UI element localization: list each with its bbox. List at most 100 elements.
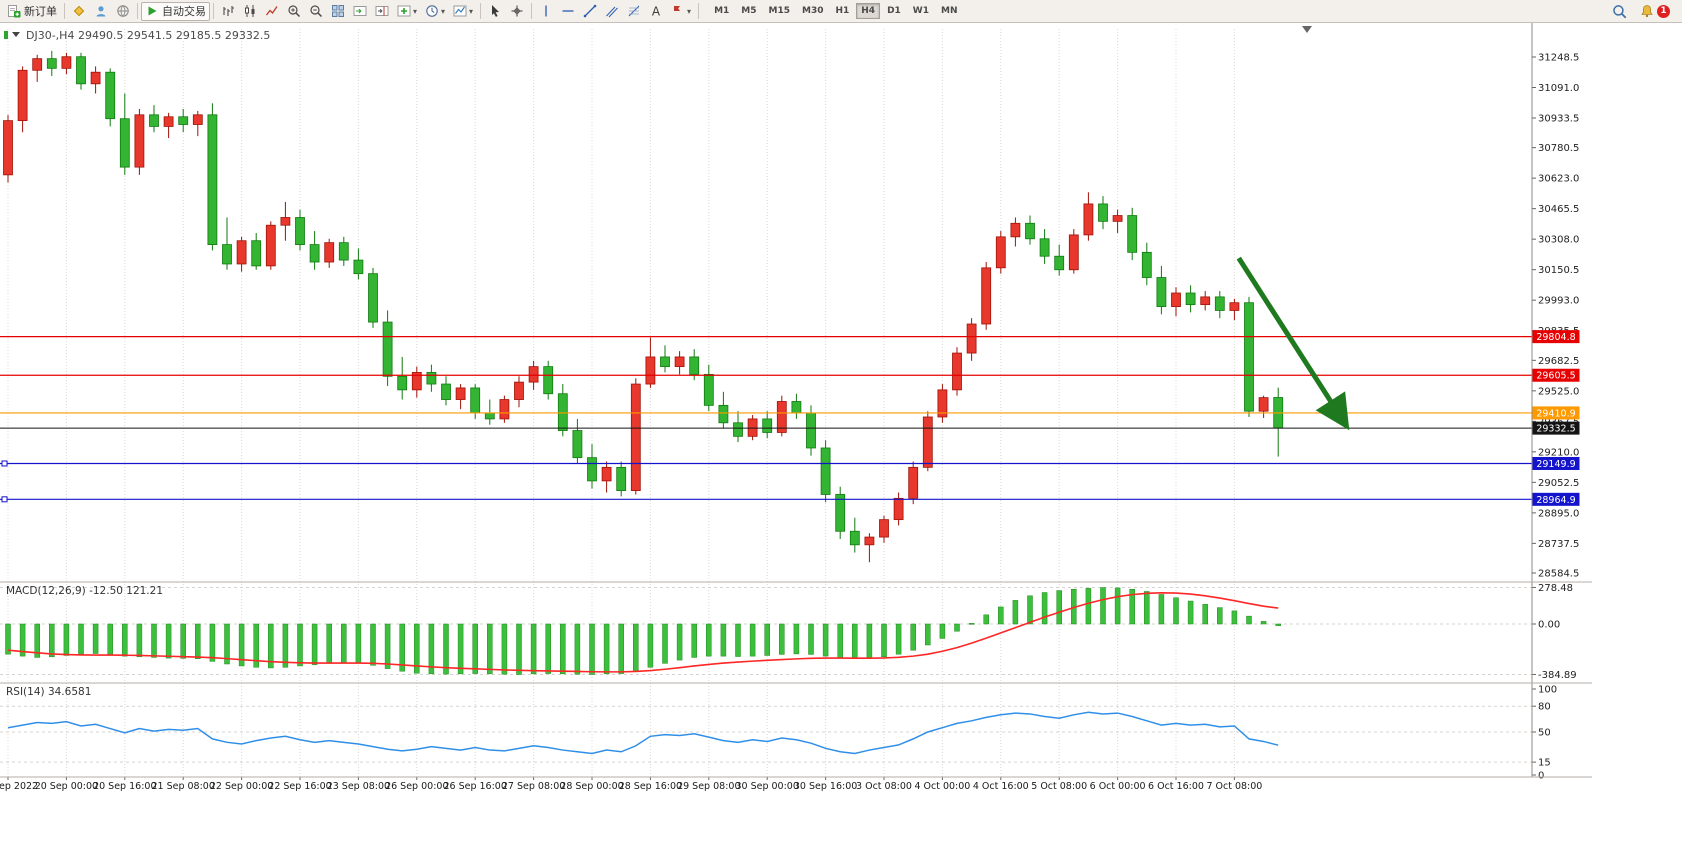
macd-histogram-bar	[92, 623, 99, 654]
text-tool-button[interactable]: A	[645, 2, 667, 21]
price-level-badge	[1532, 456, 1580, 470]
bar-chart-button[interactable]	[217, 2, 239, 21]
rsi-tick-label: 15	[1538, 758, 1551, 769]
new-order-button[interactable]: 新订单	[3, 2, 61, 21]
tile-windows-icon	[332, 5, 344, 17]
timeframe-m5-button[interactable]: M5	[736, 3, 761, 19]
auto-scroll-button[interactable]	[349, 2, 371, 21]
website-button[interactable]	[112, 2, 134, 21]
price-tick-label: 29993.0	[1538, 296, 1579, 307]
level-handle[interactable]	[1, 496, 8, 503]
macd-histogram-bar	[341, 623, 347, 663]
metaeditor-button[interactable]	[68, 2, 90, 21]
macd-histogram-bar	[414, 623, 420, 674]
chart-canvas[interactable]: DJ30-,H4 29490.5 29541.5 29185.5 29332.5…	[0, 23, 1682, 847]
candle-up	[937, 389, 948, 418]
timeframe-h4-button[interactable]: H4	[856, 3, 881, 19]
candle-down	[703, 373, 714, 406]
vertical-line-button[interactable]	[535, 2, 557, 21]
macd-histogram-bar	[1275, 623, 1281, 626]
zoom-in-button[interactable]	[283, 2, 305, 21]
auto-trading-button[interactable]: 自动交易	[141, 1, 210, 21]
flag-icon	[674, 6, 681, 17]
candle-up	[601, 466, 612, 482]
timeframe-m15-button[interactable]: M15	[764, 3, 795, 19]
macd-histogram-bar	[764, 623, 770, 656]
search-button[interactable]	[1608, 2, 1631, 21]
macd-histogram-bar	[749, 623, 756, 657]
timeframe-m1-button[interactable]: M1	[709, 3, 734, 19]
timeframe-d1-button[interactable]: D1	[882, 3, 906, 19]
macd-histogram-bar	[633, 623, 639, 672]
macd-tick-label: 0.00	[1538, 620, 1560, 631]
line-chart-icon	[265, 6, 278, 16]
time-axis-label: 22 Sep 16:00	[268, 781, 331, 792]
candle-down	[426, 372, 437, 385]
macd-histogram-bar	[122, 623, 128, 657]
candle-up	[265, 224, 276, 267]
tile-windows-button[interactable]	[327, 2, 349, 21]
notification-badge: 1	[1657, 4, 1670, 18]
community-button[interactable]	[90, 2, 112, 21]
level-handle[interactable]	[1, 460, 8, 467]
price-level-badge	[1532, 330, 1580, 344]
chevron-down-icon: ▾	[469, 6, 474, 16]
candle-up	[61, 56, 72, 69]
rsi-tick-label: 100	[1538, 685, 1557, 696]
trendline-button[interactable]	[579, 2, 601, 21]
candle-down	[1025, 222, 1035, 240]
chart-shift-button[interactable]	[371, 2, 393, 21]
macd-histogram-bar	[326, 623, 332, 664]
candle-down	[368, 273, 378, 323]
metaeditor-icon	[73, 5, 85, 17]
macd-histogram-bar	[822, 623, 829, 657]
price-tick-label: 30780.5	[1538, 143, 1579, 154]
channel-button[interactable]	[601, 2, 623, 21]
timeframe-w1-button[interactable]: W1	[908, 3, 934, 19]
time-axis-label: 4 Oct 16:00	[973, 781, 1029, 792]
templates-button[interactable]: ▾	[449, 2, 477, 21]
candlestick-icon	[245, 5, 255, 17]
macd-histogram-bar	[779, 623, 785, 655]
candlestick-chart-button[interactable]	[239, 2, 261, 21]
macd-histogram-bar	[238, 623, 245, 667]
line-chart-button[interactable]	[261, 2, 283, 21]
periods-button[interactable]: ▾	[421, 2, 449, 21]
timeframe-mn-button[interactable]: MN	[936, 3, 963, 19]
candle-down	[1127, 215, 1138, 253]
candle-down	[207, 114, 218, 245]
time-axis-label: 30 Sep 00:00	[735, 781, 798, 792]
candle-up	[922, 416, 933, 468]
crosshair-button[interactable]	[506, 2, 528, 21]
trend-arrow[interactable]	[1236, 256, 1350, 431]
arrow-objects-button[interactable]: ▾	[667, 2, 695, 21]
alerts-button[interactable]: 1	[1636, 2, 1674, 21]
macd-histogram-bar	[939, 623, 946, 639]
macd-histogram-bar	[925, 623, 931, 646]
horizontal-line-button[interactable]	[557, 2, 579, 21]
macd-histogram-bar	[384, 623, 391, 669]
candle-up	[514, 381, 524, 400]
timeframe-m30-button[interactable]: M30	[797, 3, 828, 19]
candle-up	[499, 399, 510, 420]
time-axis-label: 28 Sep 00:00	[560, 781, 623, 792]
price-tick-label: 30933.5	[1538, 114, 1579, 125]
symbol-dropdown-arrow[interactable]	[12, 32, 20, 37]
zoom-out-button[interactable]	[305, 2, 327, 21]
macd-histogram-bar	[706, 623, 712, 657]
macd-histogram-bar	[1202, 604, 1208, 625]
fibonacci-button[interactable]	[623, 2, 645, 21]
macd-panel: 278.48 0.00 -384.89 MACD(12,26,9) -12.50 12…	[0, 583, 1577, 681]
timeframe-h1-button[interactable]: H1	[830, 3, 854, 19]
macd-histogram-bar	[1085, 588, 1092, 625]
chart-shift-marker[interactable]	[1302, 26, 1312, 33]
time-axis-label: 21 Sep 08:00	[151, 781, 214, 792]
price-tick-label: 30150.5	[1538, 265, 1579, 276]
candle-down	[251, 240, 262, 267]
candle-up	[32, 58, 43, 71]
price-level-badge	[1532, 406, 1580, 420]
cursor-button[interactable]	[484, 2, 506, 21]
indicators-button[interactable]: ▾	[393, 2, 421, 21]
candle-down	[587, 457, 597, 482]
